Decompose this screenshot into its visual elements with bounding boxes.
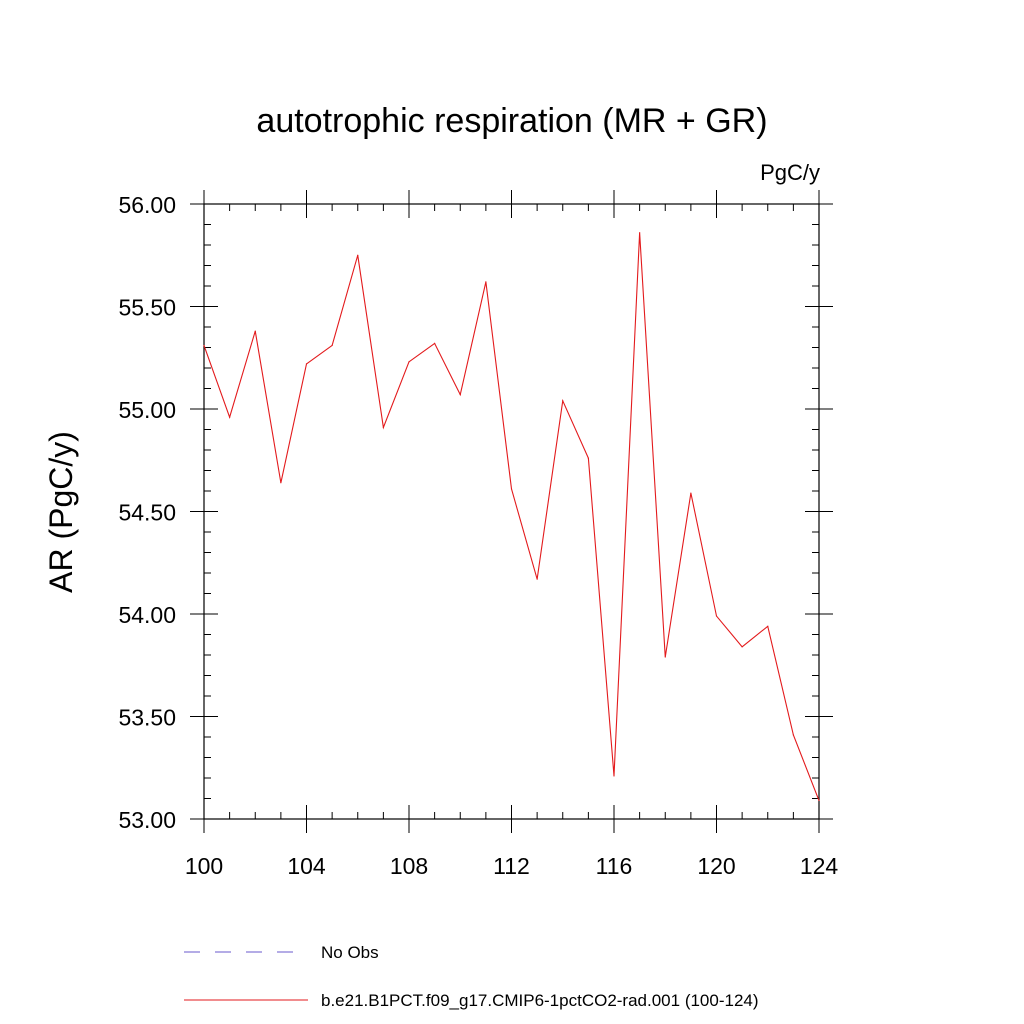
data-point <box>792 734 794 736</box>
series-line <box>203 232 820 801</box>
data-point <box>357 254 359 256</box>
data-point <box>613 775 615 777</box>
y-tick-label: 56.00 <box>118 192 176 218</box>
data-point <box>536 578 538 580</box>
data-point <box>203 344 205 347</box>
y-tick-label: 54.00 <box>118 602 176 628</box>
data-point <box>767 625 769 627</box>
data-point <box>434 342 436 344</box>
data-point <box>408 361 410 363</box>
x-tick-label: 124 <box>800 853 839 879</box>
units-label: PgC/y <box>760 160 820 185</box>
data-point <box>715 615 718 617</box>
axis-ticks <box>190 190 833 833</box>
y-tick-label: 53.50 <box>118 705 176 731</box>
data-point <box>459 394 461 396</box>
data-point <box>587 457 589 459</box>
y-tick-label: 54.50 <box>118 500 176 526</box>
series-lines <box>203 232 820 802</box>
data-point <box>280 482 282 484</box>
data-point <box>229 416 231 418</box>
chart-title: autotrophic respiration (MR + GR) <box>256 102 767 140</box>
data-point <box>741 646 743 648</box>
data-point <box>818 799 820 802</box>
data-point <box>485 281 487 283</box>
data-point <box>664 656 666 658</box>
y-tick-label: 55.50 <box>118 295 176 321</box>
data-point <box>254 330 256 332</box>
y-tick-label: 55.00 <box>118 397 176 423</box>
x-tick-label: 116 <box>596 853 633 879</box>
x-tick-labels: 100 104 108 112 116 120 124 <box>185 853 839 879</box>
x-tick-label: 120 <box>697 853 735 879</box>
data-point <box>639 232 641 234</box>
legend-label: b.e21.B1PCT.f09_g17.CMIP6-1pctCO2-rad.00… <box>321 991 759 1010</box>
data-point <box>510 488 513 490</box>
y-axis-label: AR (PgC/y) <box>43 431 79 593</box>
legend: No Obs b.e21.B1PCT.f09_g17.CMIP6-1pctCO2-… <box>184 943 759 1010</box>
y-tick-label: 53.00 <box>118 807 176 833</box>
data-point <box>382 426 384 429</box>
x-tick-label: 112 <box>493 853 530 879</box>
data-point <box>562 400 564 402</box>
legend-label: No Obs <box>321 943 379 962</box>
data-point <box>331 344 333 347</box>
x-tick-label: 108 <box>390 853 428 879</box>
data-point <box>690 492 692 494</box>
plot-frame <box>203 203 820 820</box>
y-tick-labels: 53.00 53.50 54.00 54.50 55.00 55.50 56.00 <box>118 192 176 833</box>
data-point <box>305 363 308 365</box>
x-tick-label: 100 <box>185 853 223 879</box>
x-tick-label: 104 <box>287 853 326 879</box>
